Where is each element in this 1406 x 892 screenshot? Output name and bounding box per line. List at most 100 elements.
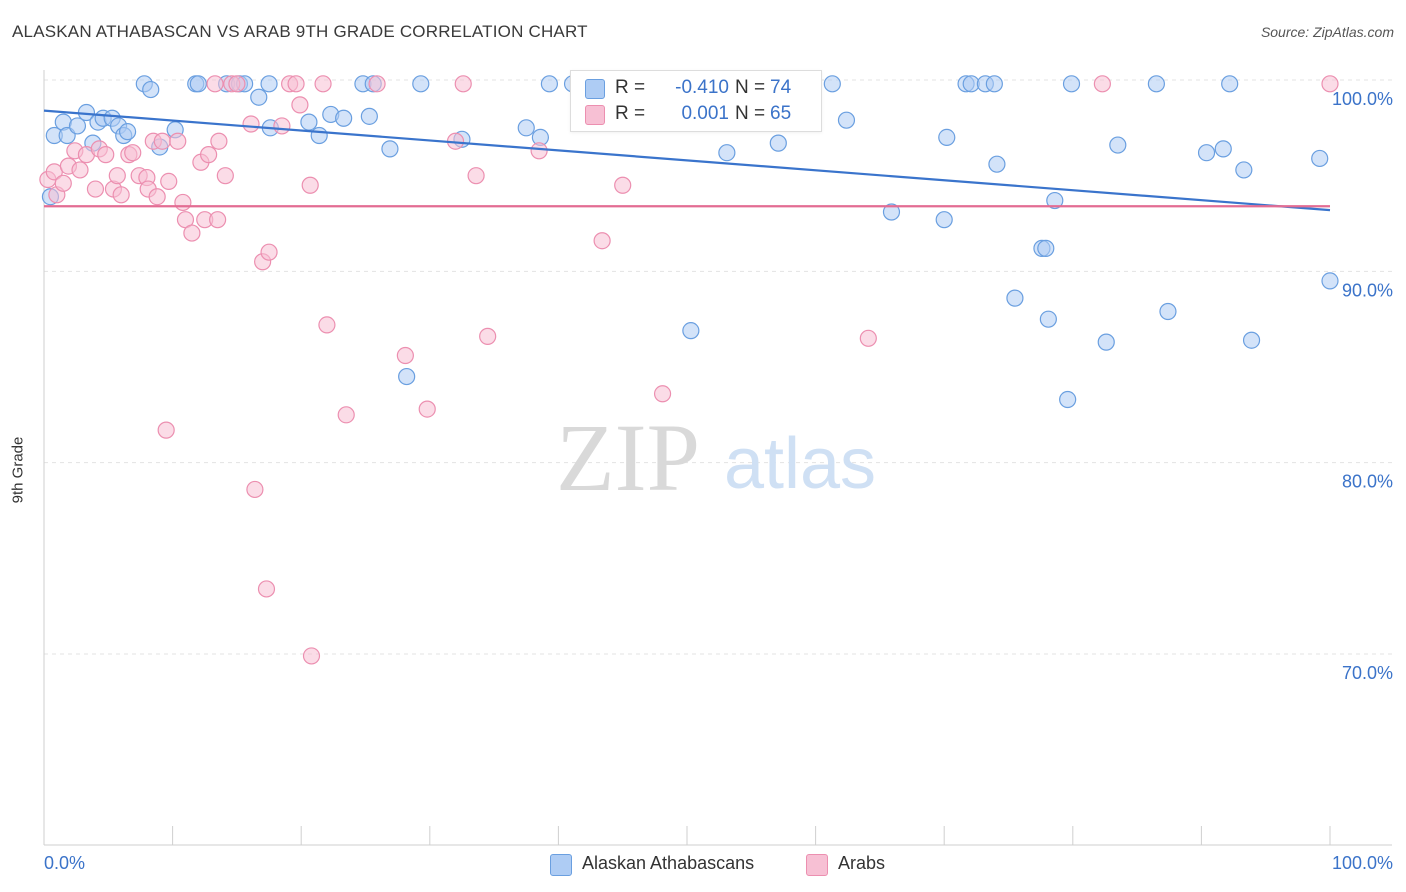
gridlines [44,79,1392,655]
r-value-arabs: 0.001 [681,103,729,124]
point-arab [337,406,355,424]
point-athabascan [142,80,160,99]
point-arab [210,132,228,150]
point-athabascan [118,123,137,141]
watermark-zip: ZIP [556,404,700,511]
point-arab [318,316,336,334]
legend-swatch-athabascans [585,79,605,99]
point-arab [97,146,115,164]
r-label: R = [615,103,646,124]
point-arab [454,75,472,93]
point-arab [291,96,309,114]
point-arab [174,193,192,212]
point-arab [467,167,485,185]
point-athabascan [412,75,430,93]
point-athabascan [718,144,736,162]
n-label: N = [735,103,766,124]
n-value-athabascans: 74 [770,77,792,98]
point-arab [396,346,414,365]
point-athabascan [68,117,87,135]
point-arab [287,75,305,93]
point-athabascan [381,140,399,158]
point-athabascan [935,211,953,229]
point-arab [200,146,218,164]
point-arab [169,132,187,150]
point-arab [302,647,321,665]
point-arab [257,580,276,598]
r-label: R = [615,77,646,98]
point-arab [1321,75,1339,93]
r-value-athabascans: -0.410 [675,77,729,98]
trend-lines [43,109,1331,212]
point-arab [273,117,291,135]
point-athabascan [1039,310,1057,328]
legend-swatch-arabs [806,854,828,876]
point-athabascan [250,88,268,106]
point-arab [209,211,227,229]
axes [43,70,1392,846]
point-arab [153,132,171,150]
point-athabascan [1059,390,1077,409]
point-athabascan [310,126,328,145]
point-arab [653,385,672,403]
point-athabascan [398,367,416,386]
point-arab [301,176,319,194]
point-athabascan [1109,136,1127,154]
x-tick-label: 100.0% [1332,853,1393,873]
point-athabascan [540,75,558,93]
point-athabascan [1311,149,1329,168]
watermark-atlas: atlas [724,424,876,504]
point-arab [108,167,126,185]
point-arab [157,421,175,439]
point-arab [228,75,246,93]
point-arab [593,232,611,250]
point-athabascan [1221,75,1239,93]
point-athabascan [985,75,1003,93]
point-arab [314,75,332,93]
point-athabascan [988,155,1006,173]
point-arab [418,400,436,418]
trend-line-athabascans [43,109,1331,212]
point-athabascan [189,75,207,93]
correlation-legend: R = -0.410 N = 74 R = 0.001 N = 65 [570,70,822,132]
watermark: ZIP atlas [556,404,876,511]
point-arab [479,327,497,345]
series-alaskan-athabascans [41,75,1339,409]
point-athabascan [1062,75,1081,93]
point-athabascan [769,134,787,152]
point-athabascan [823,75,841,93]
point-athabascan [1321,272,1339,290]
point-athabascan [335,109,353,127]
point-arab [160,172,178,191]
point-arab [260,243,278,261]
legend-swatch-arabs [585,105,605,125]
point-arab [246,480,264,499]
x-tick-label: 0.0% [44,853,85,873]
legend-label-athabascans: Alaskan Athabascans [582,853,755,873]
point-athabascan [682,322,700,340]
n-label: N = [735,77,766,98]
point-athabascan [300,113,318,131]
point-athabascan [517,119,535,137]
point-arab [530,142,548,160]
point-arab [216,167,234,185]
point-athabascan [1159,302,1177,321]
point-arab [368,75,386,93]
point-athabascan [1046,191,1064,210]
point-arab [183,224,201,242]
point-arab [859,329,877,347]
point-athabascan [1006,289,1024,307]
point-athabascan [1147,75,1165,93]
legend-label-arabs: Arabs [838,853,886,873]
legend-swatch-athabascans [550,854,572,876]
point-arab [71,161,89,179]
point-athabascan [882,203,901,221]
point-athabascan [360,107,378,125]
point-arab [54,174,72,192]
point-athabascan [1037,239,1055,257]
point-arab [86,180,105,198]
chart-title: ALASKAN ATHABASCAN VS ARAB 9TH GRADE COR… [12,22,588,41]
point-athabascan [1197,144,1216,162]
point-athabascan [1235,161,1253,179]
